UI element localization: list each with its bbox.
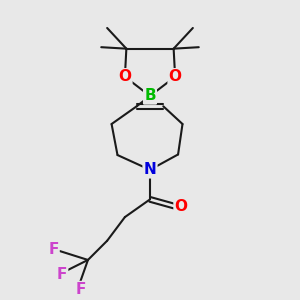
Text: N: N bbox=[144, 162, 156, 177]
Text: F: F bbox=[57, 267, 67, 282]
Text: O: O bbox=[118, 69, 131, 84]
Text: O: O bbox=[175, 199, 188, 214]
Text: F: F bbox=[75, 282, 86, 297]
Text: B: B bbox=[144, 88, 156, 104]
Text: O: O bbox=[169, 69, 182, 84]
Text: F: F bbox=[48, 242, 59, 257]
